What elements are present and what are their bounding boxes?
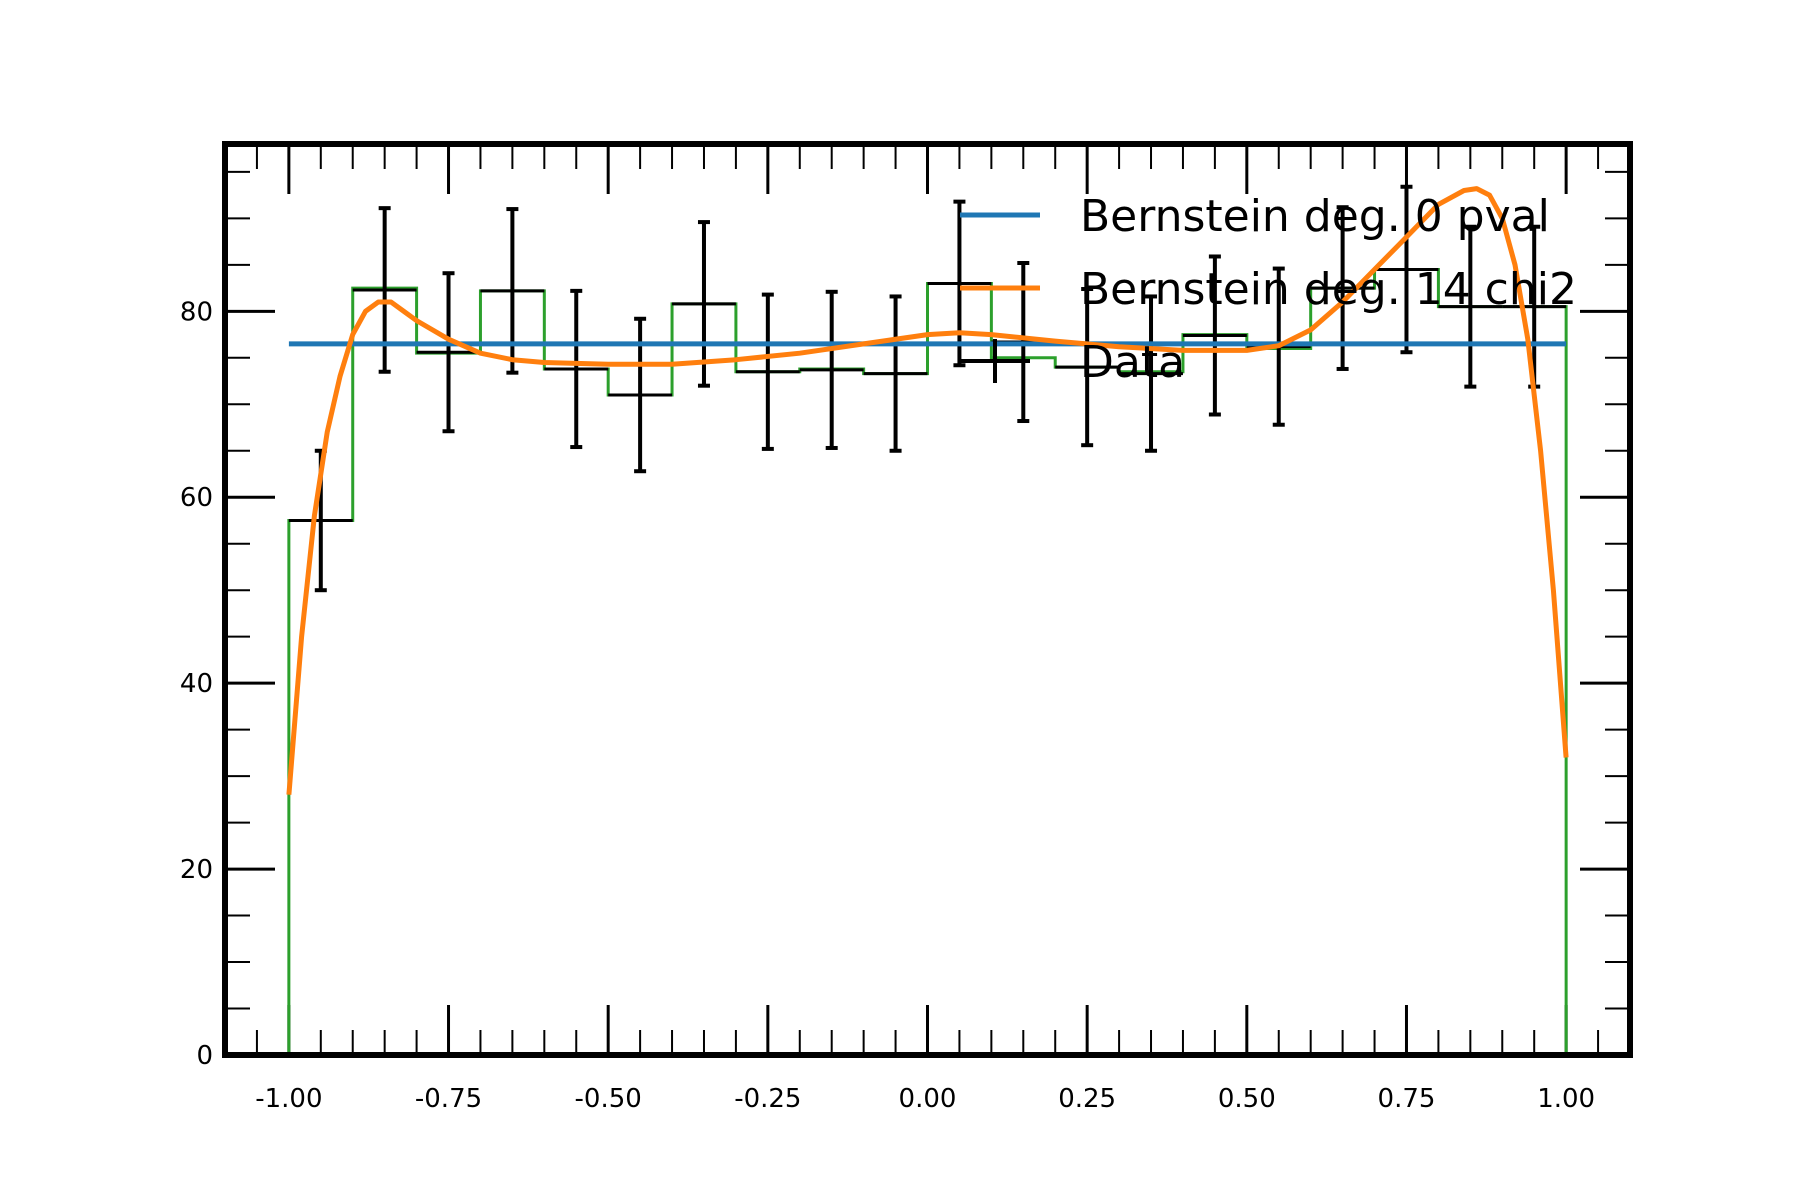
x-tick-label: 0.00 <box>899 1084 957 1114</box>
legend-item: Data <box>960 337 1185 388</box>
legend: Bernstein deg. 0 pval Bernstein deg. 14 c… <box>960 191 1577 388</box>
data-point <box>352 206 417 374</box>
data-point <box>1119 294 1183 453</box>
x-tick-labels: -1.00 -0.75 -0.50 -0.25 0.00 0.25 0.50 0.75 1.00 <box>255 1084 1595 1114</box>
data-point <box>544 288 609 450</box>
data-point <box>1438 224 1503 389</box>
minor-ticks <box>224 144 1631 1055</box>
data-point <box>863 294 928 453</box>
data-point <box>1055 287 1120 448</box>
major-ticks <box>225 144 1630 1057</box>
x-tick-label: -0.75 <box>415 1084 482 1114</box>
data-point <box>799 289 864 450</box>
y-tick-label: 80 <box>180 297 213 327</box>
data-point <box>1502 224 1567 389</box>
data-point <box>1182 254 1247 417</box>
x-tick-label: 1.00 <box>1537 1084 1595 1114</box>
y-tick-label: 20 <box>180 855 213 885</box>
x-tick-label: -1.00 <box>255 1084 322 1114</box>
histogram-step <box>287 267 1568 1055</box>
data-point <box>927 199 992 368</box>
x-tick-label: 0.25 <box>1058 1084 1116 1114</box>
legend-label: Bernstein deg. 0 pval <box>1080 191 1550 242</box>
legend-label: Data <box>1080 337 1185 388</box>
y-tick-label: 0 <box>196 1041 213 1071</box>
data-point <box>416 271 481 434</box>
x-tick-label: 0.75 <box>1378 1084 1436 1114</box>
plot-frame <box>222 141 1633 1058</box>
x-tick-label: 0.50 <box>1218 1084 1276 1114</box>
legend-item: Bernstein deg. 0 pval <box>960 191 1550 242</box>
legend-label: Bernstein deg. 14 chi2 <box>1080 264 1577 315</box>
data-point <box>672 220 736 388</box>
series-line <box>286 186 1569 795</box>
y-tick-label: 60 <box>180 483 213 513</box>
y-tick-labels: 0 20 40 60 80 <box>180 297 213 1071</box>
data-point <box>735 292 800 451</box>
x-tick-label: -0.50 <box>575 1084 642 1114</box>
legend-item: Bernstein deg. 14 chi2 <box>960 264 1577 315</box>
data-point <box>1374 184 1439 355</box>
x-tick-label: -0.25 <box>734 1084 801 1114</box>
y-tick-label: 40 <box>180 669 213 699</box>
data-point <box>480 207 545 375</box>
series-layer <box>286 184 1569 1055</box>
